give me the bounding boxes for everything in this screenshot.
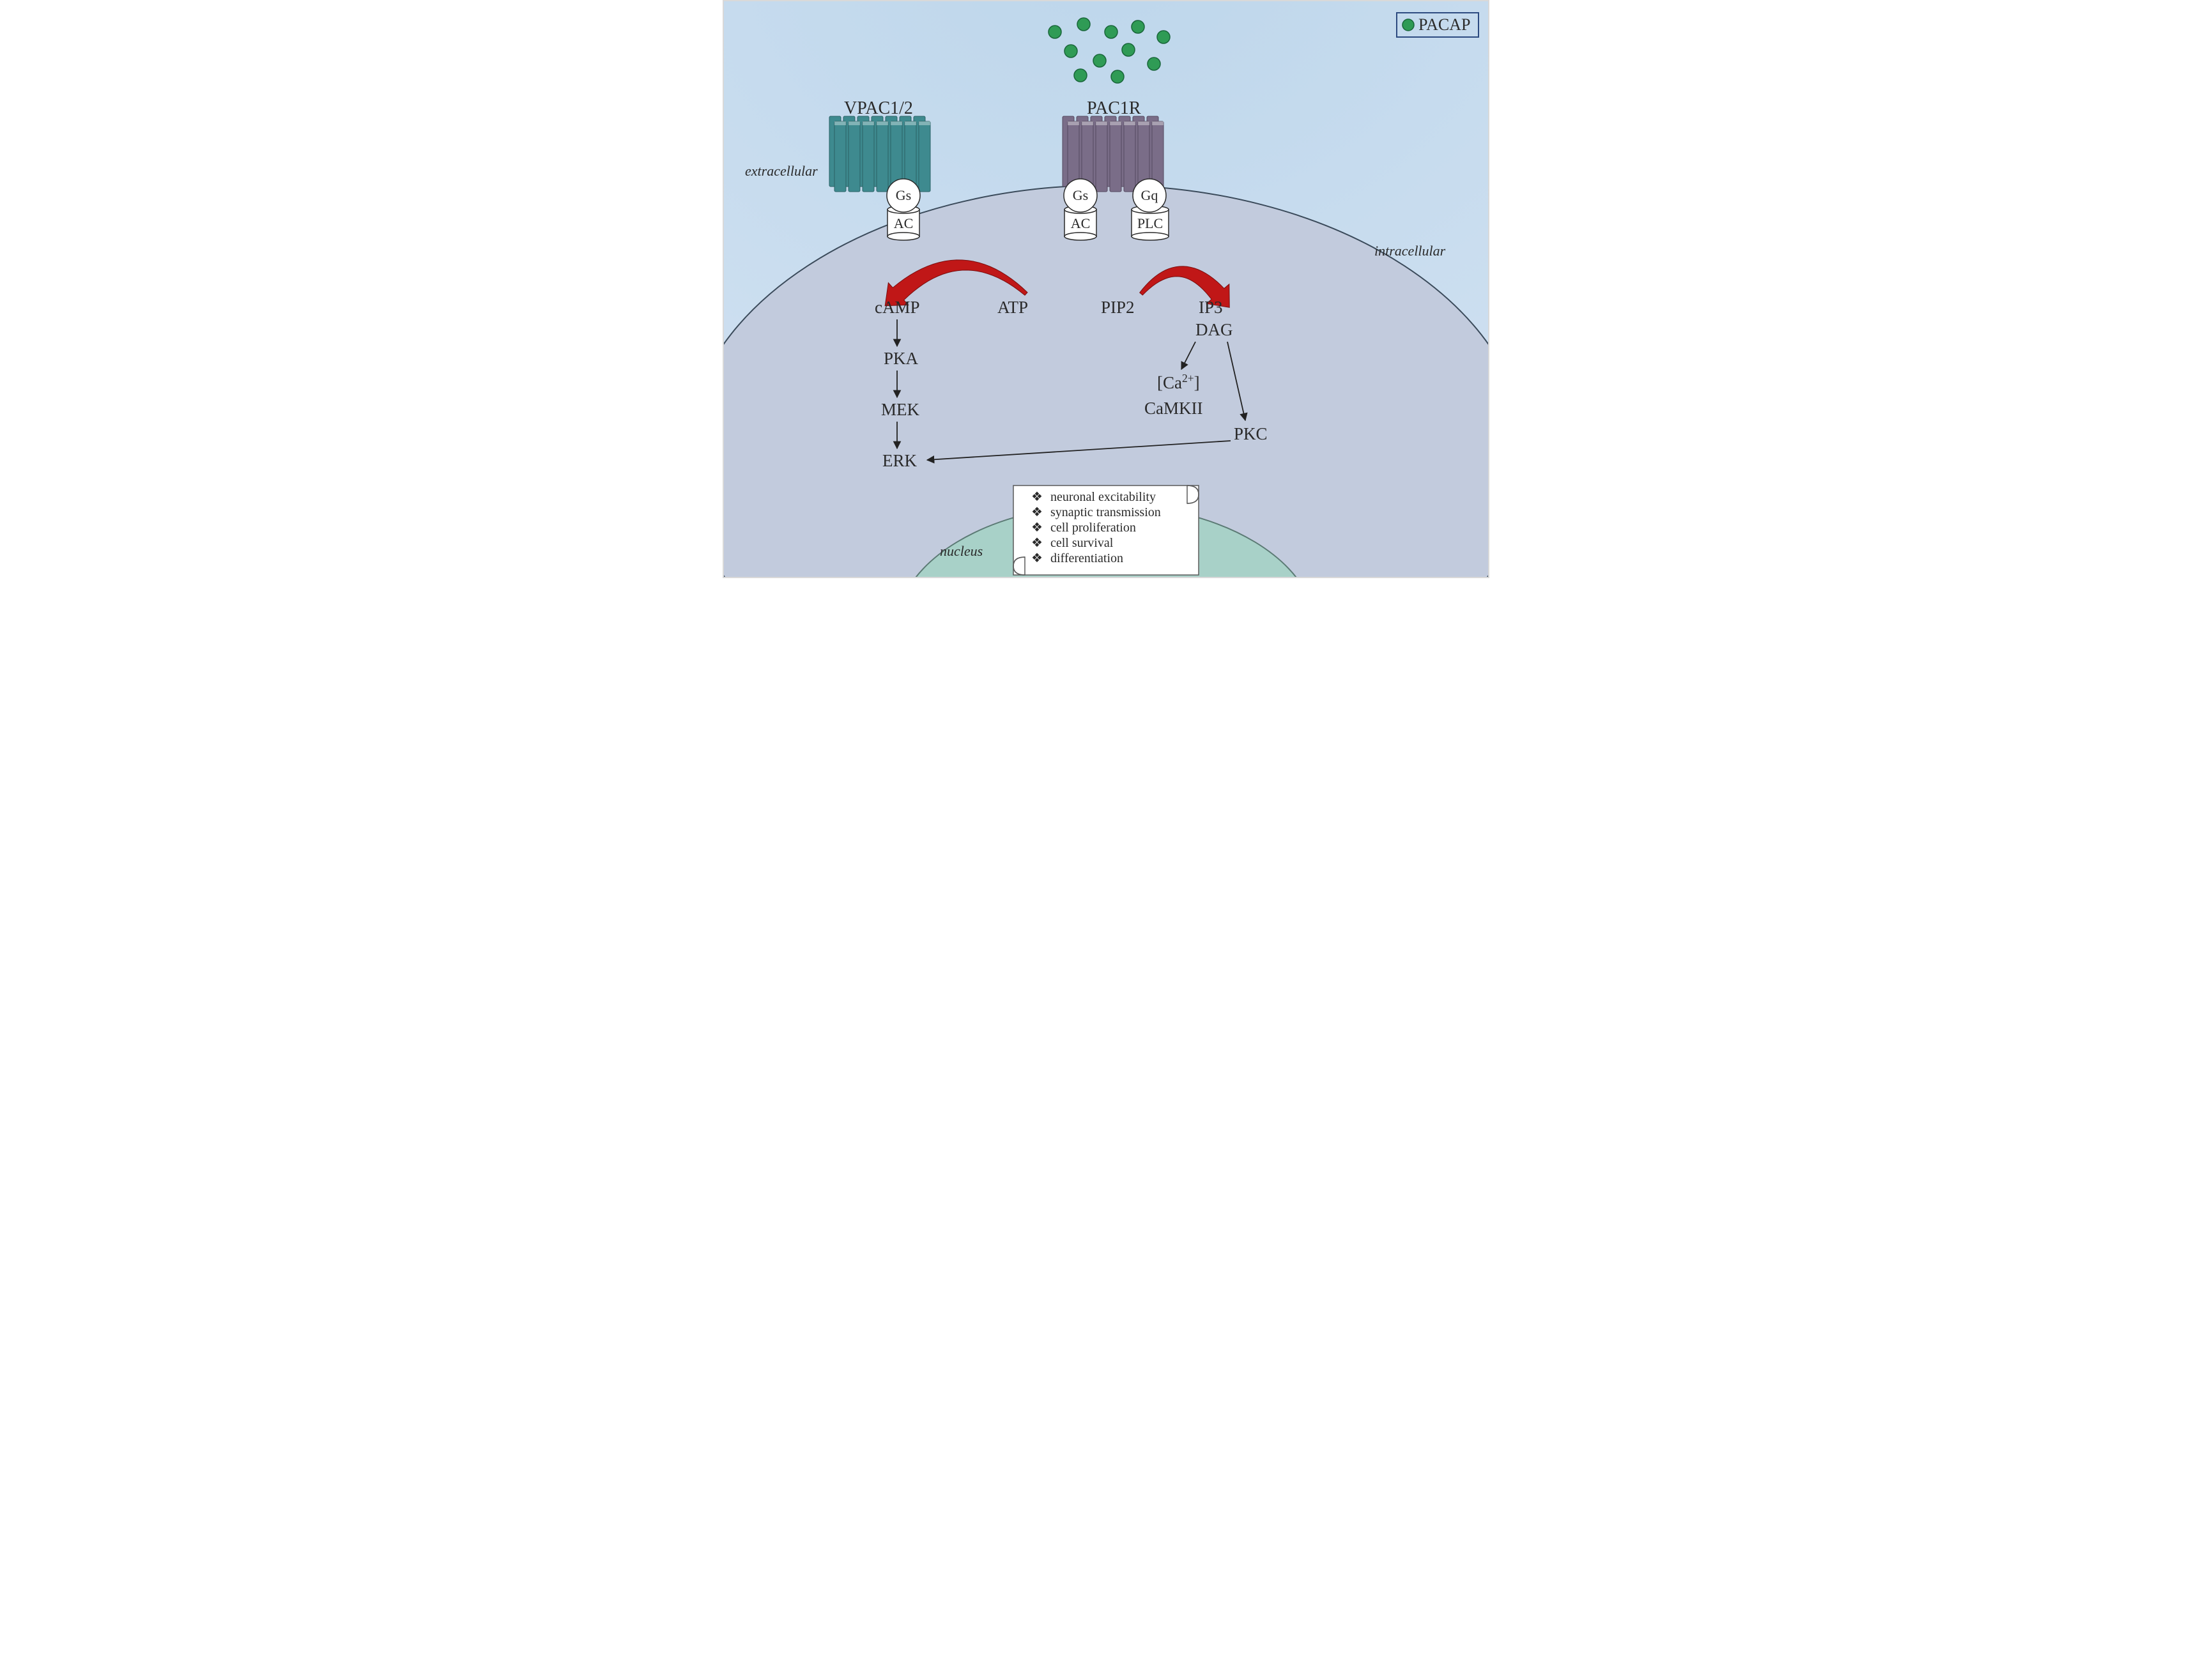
pacap-dot	[1132, 20, 1144, 33]
label-ip3: IP3	[1199, 298, 1223, 317]
outcome-item: cell proliferation	[1050, 521, 1136, 535]
outcome-scroll: ❖ neuronal excitability ❖ synaptic transmis…	[1013, 486, 1199, 575]
label-camp: cAMP	[875, 298, 920, 317]
label-pip2: PIP2	[1101, 298, 1135, 317]
pacap-dot	[1093, 54, 1106, 67]
label-camkii: CaMKII	[1144, 399, 1202, 418]
extracellular-label: extracellular	[745, 163, 818, 179]
nucleus-label: nucleus	[940, 543, 983, 559]
pacap-dot	[1148, 57, 1160, 70]
legend: PACAP	[1397, 13, 1479, 37]
gprotein-pac-gq-label: Gq	[1141, 187, 1158, 203]
pacap-dot	[1074, 69, 1087, 82]
bullet-icon: ❖	[1031, 536, 1043, 550]
gprotein-pac-gs: AC Gs	[1064, 179, 1097, 240]
outcome-item: cell survival	[1050, 536, 1114, 550]
pacap-dot	[1105, 26, 1118, 38]
diagram-svg: extracellular intracellular nucleus VPAC1/2…	[723, 0, 1489, 578]
pacap-dot	[1064, 45, 1077, 57]
gprotein-pac-gq: PLC Gq	[1132, 179, 1169, 240]
gprotein-vpac-gs-can-label: AC	[894, 215, 914, 231]
label-pka: PKA	[884, 349, 919, 368]
label-mek: MEK	[881, 400, 920, 419]
gprotein-vpac-gs-label: Gs	[896, 187, 911, 203]
pac1r-label: PAC1R	[1087, 98, 1141, 118]
legend-pacap-icon	[1402, 19, 1414, 31]
label-erk: ERK	[882, 451, 918, 470]
gprotein-pac-gs-label: Gs	[1073, 187, 1088, 203]
pacap-dot	[1077, 18, 1090, 31]
label-dag: DAG	[1195, 320, 1233, 339]
receptor-vpac	[829, 116, 930, 192]
bullet-icon: ❖	[1031, 490, 1043, 504]
intracellular-label: intracellular	[1374, 243, 1446, 259]
legend-label: PACAP	[1418, 15, 1470, 34]
pacap-dot	[1048, 26, 1061, 38]
label-atp: ATP	[997, 298, 1028, 317]
label-pkc: PKC	[1234, 424, 1268, 443]
vpac-label: VPAC1/2	[844, 98, 913, 118]
bullet-icon: ❖	[1031, 521, 1043, 535]
bullet-icon: ❖	[1031, 505, 1043, 519]
pacap-dot	[1122, 43, 1135, 56]
pacap-dot	[1111, 70, 1124, 83]
gprotein-pac-gq-can-label: PLC	[1137, 215, 1163, 231]
gprotein-vpac-gs: AC Gs	[887, 179, 920, 240]
diagram-root: extracellular intracellular nucleus VPAC1/2…	[723, 0, 1489, 578]
outcome-item: neuronal excitability	[1050, 490, 1156, 504]
gprotein-pac-gs-can-label: AC	[1071, 215, 1091, 231]
outcome-item: synaptic transmission	[1050, 505, 1161, 519]
outcome-item: differentiation	[1050, 551, 1123, 565]
bullet-icon: ❖	[1031, 551, 1043, 565]
pacap-dot	[1157, 31, 1170, 43]
